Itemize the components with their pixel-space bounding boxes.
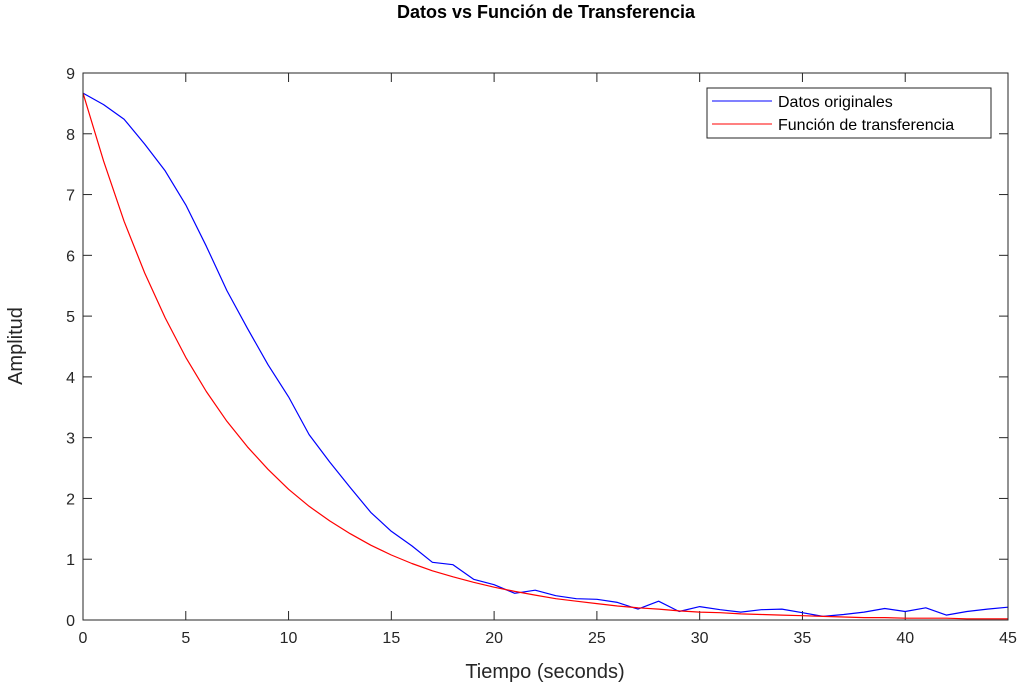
x-tick-label: 20 [485,630,503,647]
x-axis-title: Tiempo (seconds) [465,661,624,683]
plot-area-border [82,72,1009,621]
y-tick-label: 5 [66,309,75,326]
y-tick-label: 9 [66,66,75,83]
x-tick-label: 15 [382,630,400,647]
y-tick-label: 6 [66,248,75,265]
x-tick-label: 45 [999,630,1017,647]
y-tick-label: 0 [66,613,75,630]
legend-box [706,87,992,139]
y-tick-label: 8 [66,127,75,144]
series-line-datos-originales [82,92,1009,618]
y-tick-label: 4 [66,370,75,387]
legend: Datos originales Función de transferenci… [706,87,992,139]
x-tick-label: 0 [79,630,88,647]
x-tick-label: 35 [794,630,812,647]
series-line-funcion-de-transferencia [82,92,1008,620]
y-tick-label: 7 [66,188,75,205]
chart-title: Datos vs Función de Transferencia [397,2,696,22]
y-axis-title: Amplitud [5,307,27,385]
x-tick-label: 30 [691,630,709,647]
y-tick-label: 1 [66,552,75,569]
x-tick-label: 5 [181,630,190,647]
series-layer [82,92,1009,620]
y-tick-label: 3 [66,431,75,448]
y-tick-label: 2 [66,491,75,508]
legend-label-funcion-de-transferencia: Función de transferencia [778,117,954,134]
x-tick-label: 40 [896,630,914,647]
legend-label-datos-originales: Datos originales [778,94,893,111]
x-tick-label: 10 [280,630,298,647]
x-tick-label: 25 [588,630,606,647]
